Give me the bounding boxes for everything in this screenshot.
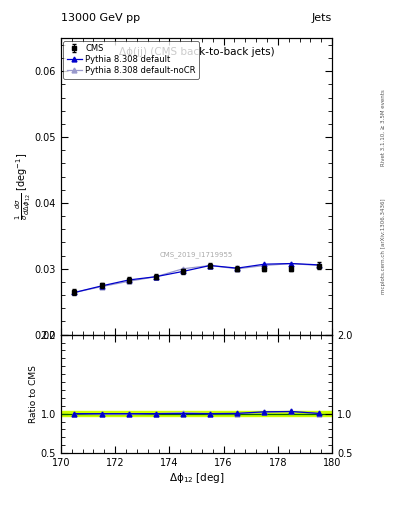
- Pythia 8.308 default: [316, 262, 321, 268]
- Pythia 8.308 default-noCR: [72, 289, 77, 295]
- Pythia 8.308 default: [153, 273, 158, 280]
- Pythia 8.308 default: [127, 277, 131, 283]
- Pythia 8.308 default: [180, 268, 185, 274]
- Pythia 8.308 default-noCR: [180, 266, 185, 272]
- Pythia 8.308 default: [72, 289, 77, 295]
- Text: 13000 GeV pp: 13000 GeV pp: [61, 13, 140, 23]
- Y-axis label: Ratio to CMS: Ratio to CMS: [29, 365, 38, 423]
- Text: CMS_2019_I1719955: CMS_2019_I1719955: [160, 251, 233, 258]
- Line: Pythia 8.308 default-noCR: Pythia 8.308 default-noCR: [72, 261, 321, 295]
- Pythia 8.308 default-noCR: [289, 261, 294, 267]
- Pythia 8.308 default: [208, 263, 213, 269]
- X-axis label: Δϕ$_{12}$ [deg]: Δϕ$_{12}$ [deg]: [169, 471, 224, 485]
- Pythia 8.308 default-noCR: [316, 263, 321, 269]
- Pythia 8.308 default: [235, 265, 240, 271]
- Line: Pythia 8.308 default: Pythia 8.308 default: [72, 261, 321, 295]
- Pythia 8.308 default-noCR: [235, 266, 240, 272]
- Text: Rivet 3.1.10, ≥ 3.5M events: Rivet 3.1.10, ≥ 3.5M events: [381, 90, 386, 166]
- Text: Δϕ(jj) (CMS back-to-back jets): Δϕ(jj) (CMS back-to-back jets): [119, 47, 274, 57]
- Pythia 8.308 default-noCR: [262, 263, 267, 269]
- Bar: [61, 411, 332, 416]
- Pythia 8.308 default-noCR: [99, 284, 104, 290]
- Pythia 8.308 default: [262, 261, 267, 267]
- Pythia 8.308 default-noCR: [208, 263, 213, 269]
- Pythia 8.308 default: [99, 283, 104, 289]
- Text: Jets: Jets: [312, 13, 332, 23]
- Legend: CMS, Pythia 8.308 default, Pythia 8.308 default-noCR: CMS, Pythia 8.308 default, Pythia 8.308 …: [63, 41, 199, 79]
- Pythia 8.308 default: [289, 261, 294, 267]
- Y-axis label: $\frac{1}{\sigma}\frac{d\sigma}{d\Delta\phi_{12}}$ [deg$^{-1}$]: $\frac{1}{\sigma}\frac{d\sigma}{d\Delta\…: [14, 153, 33, 220]
- Text: mcplots.cern.ch [arXiv:1306.3436]: mcplots.cern.ch [arXiv:1306.3436]: [381, 198, 386, 293]
- Pythia 8.308 default-noCR: [153, 273, 158, 280]
- Pythia 8.308 default-noCR: [127, 278, 131, 284]
